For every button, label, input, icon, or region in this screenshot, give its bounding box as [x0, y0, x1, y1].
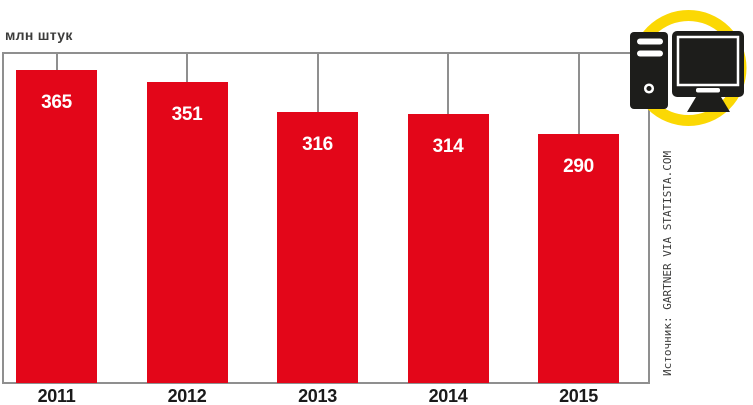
bar-connector-line — [55, 53, 58, 70]
x-axis-label: 2012 — [167, 386, 207, 405]
bar-connector-line — [447, 53, 449, 114]
bar-value-label: 290 — [563, 156, 594, 177]
bar: 314 — [407, 114, 489, 383]
chart-frame — [2, 52, 650, 384]
computer-glyph — [630, 31, 744, 112]
bar: 351 — [146, 82, 228, 383]
unit-label: млн штук — [5, 27, 73, 43]
source-credit: Источник: GARTNER VIA STATISTA.COM — [661, 150, 674, 376]
x-axis-label: 2014 — [428, 386, 468, 405]
x-axis-label: 2011 — [37, 386, 76, 405]
desktop-computer-icon — [630, 10, 747, 126]
bar-value-label: 365 — [41, 92, 72, 113]
x-axis-label: 2015 — [559, 386, 598, 405]
bar: 316 — [277, 112, 358, 383]
bar-connector-line — [316, 53, 319, 112]
bar-value-label: 314 — [432, 136, 464, 157]
bar-connector-line — [577, 53, 580, 134]
bar: 290 — [538, 134, 619, 383]
bar-value-label: 351 — [171, 104, 203, 125]
x-axis-label: 2013 — [298, 386, 337, 405]
bar: 365 — [16, 70, 97, 383]
bar-value-label: 316 — [302, 134, 333, 155]
bar-connector-line — [186, 53, 188, 82]
